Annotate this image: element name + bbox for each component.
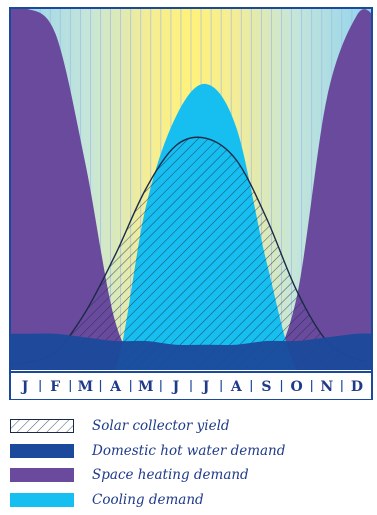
hatched-swatch-icon [10,419,74,433]
plot-frame [9,7,373,400]
month-label: O [290,379,302,395]
month-label: S [261,379,271,395]
month-label: D [351,379,363,395]
series-space-heating [10,8,372,370]
legend-item-solar: Solar collector yield [10,416,370,441]
series-dhw [10,333,372,370]
legend-item-dhw: Domestic hot water demand [10,441,370,466]
legend-label-solar: Solar collector yield [92,418,230,434]
month-label: M [78,379,94,395]
dhw-swatch-icon [10,443,74,458]
legend-label-cooling: Cooling demand [92,491,204,508]
heating-swatch-icon [10,468,74,482]
cooling-swatch-icon [10,492,74,507]
month-label: F [50,379,60,395]
month-label: J [171,379,180,395]
month-label: J [201,379,210,395]
legend-item-cooling: Cooling demand [10,490,370,515]
legend: Solar collector yield Domestic hot water… [10,416,370,514]
month-label: A [230,379,243,395]
legend-label-dhw: Domestic hot water demand [92,442,286,459]
month-label: A [109,379,122,395]
month-label: N [320,379,333,395]
series-solar-yield-fill [10,137,372,370]
legend-item-heating: Space heating demand [10,465,370,490]
month-label: J [20,379,29,395]
month-label: M [138,379,154,395]
legend-label-heating: Space heating demand [92,467,249,483]
